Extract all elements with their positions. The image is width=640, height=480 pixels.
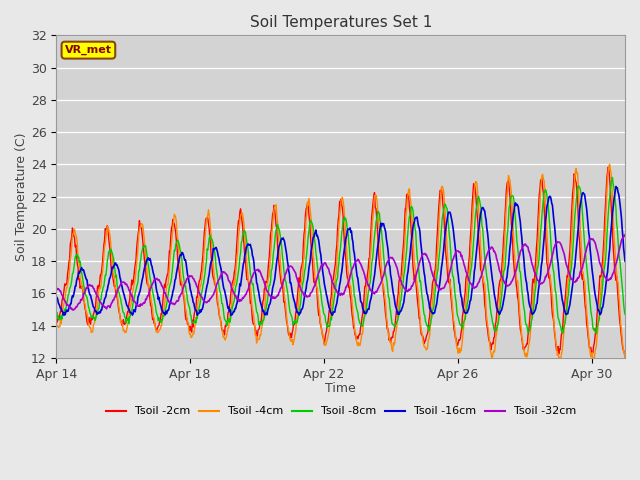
Tsoil -2cm (487, 347, 495, 352)
Line: Tsoil -8cm: Tsoil -8cm (56, 178, 625, 334)
Tsoil -16cm (621, 258, 629, 264)
Tsoil -32cm (168, 301, 176, 307)
Legend: Tsoil -2cm, Tsoil -4cm, Tsoil -8cm, Tsoil -16cm, Tsoil -32cm: Tsoil -2cm, Tsoil -4cm, Tsoil -8cm, Tsoi… (101, 402, 580, 421)
Tsoil -16cm (396, 310, 403, 316)
Tsoil -4cm (129, 287, 137, 292)
Tsoil -4cm (168, 241, 175, 247)
Tsoil -8cm (395, 311, 403, 317)
Tsoil -8cm (347, 263, 355, 268)
Y-axis label: Soil Temperature (C): Soil Temperature (C) (15, 132, 28, 261)
Tsoil -32cm (488, 244, 495, 250)
Tsoil -8cm (593, 331, 600, 336)
Tsoil -16cm (52, 294, 60, 300)
Tsoil -4cm (395, 300, 403, 306)
Tsoil -4cm (347, 283, 355, 289)
Tsoil -2cm (168, 225, 175, 230)
Tsoil -16cm (227, 312, 235, 318)
Tsoil -8cm (168, 276, 175, 281)
Tsoil -2cm (395, 279, 403, 285)
Tsoil -8cm (609, 175, 616, 180)
Tsoil -4cm (487, 350, 495, 356)
Tsoil -32cm (348, 268, 355, 274)
Tsoil -4cm (52, 322, 60, 328)
Tsoil -32cm (620, 232, 628, 238)
Tsoil -8cm (487, 311, 495, 316)
Tsoil -2cm (129, 280, 137, 286)
Tsoil -32cm (69, 307, 77, 313)
Line: Tsoil -2cm: Tsoil -2cm (56, 167, 625, 356)
Tsoil -2cm (621, 353, 629, 359)
Text: VR_met: VR_met (65, 45, 112, 55)
Tsoil -2cm (117, 320, 125, 325)
Tsoil -32cm (130, 298, 138, 304)
Tsoil -32cm (396, 275, 403, 281)
Tsoil -16cm (117, 280, 125, 286)
Tsoil -4cm (590, 357, 598, 363)
Tsoil -4cm (606, 161, 614, 167)
Tsoil -4cm (621, 357, 629, 362)
Tsoil -8cm (52, 310, 60, 315)
Tsoil -32cm (52, 287, 60, 293)
X-axis label: Time: Time (325, 382, 356, 395)
Tsoil -4cm (117, 320, 125, 325)
Tsoil -32cm (118, 279, 126, 285)
Tsoil -2cm (604, 164, 612, 170)
Tsoil -8cm (621, 312, 629, 317)
Tsoil -32cm (621, 233, 629, 239)
Tsoil -16cm (168, 295, 175, 301)
Tsoil -16cm (129, 311, 137, 317)
Title: Soil Temperatures Set 1: Soil Temperatures Set 1 (250, 15, 432, 30)
Line: Tsoil -16cm: Tsoil -16cm (56, 187, 625, 315)
Tsoil -16cm (348, 228, 355, 234)
Line: Tsoil -4cm: Tsoil -4cm (56, 164, 625, 360)
Tsoil -16cm (488, 272, 495, 277)
Tsoil -8cm (129, 300, 137, 306)
Tsoil -2cm (52, 314, 60, 320)
Tsoil -16cm (612, 184, 620, 190)
Line: Tsoil -32cm: Tsoil -32cm (56, 235, 625, 310)
Tsoil -2cm (347, 296, 355, 302)
Tsoil -8cm (117, 300, 125, 306)
